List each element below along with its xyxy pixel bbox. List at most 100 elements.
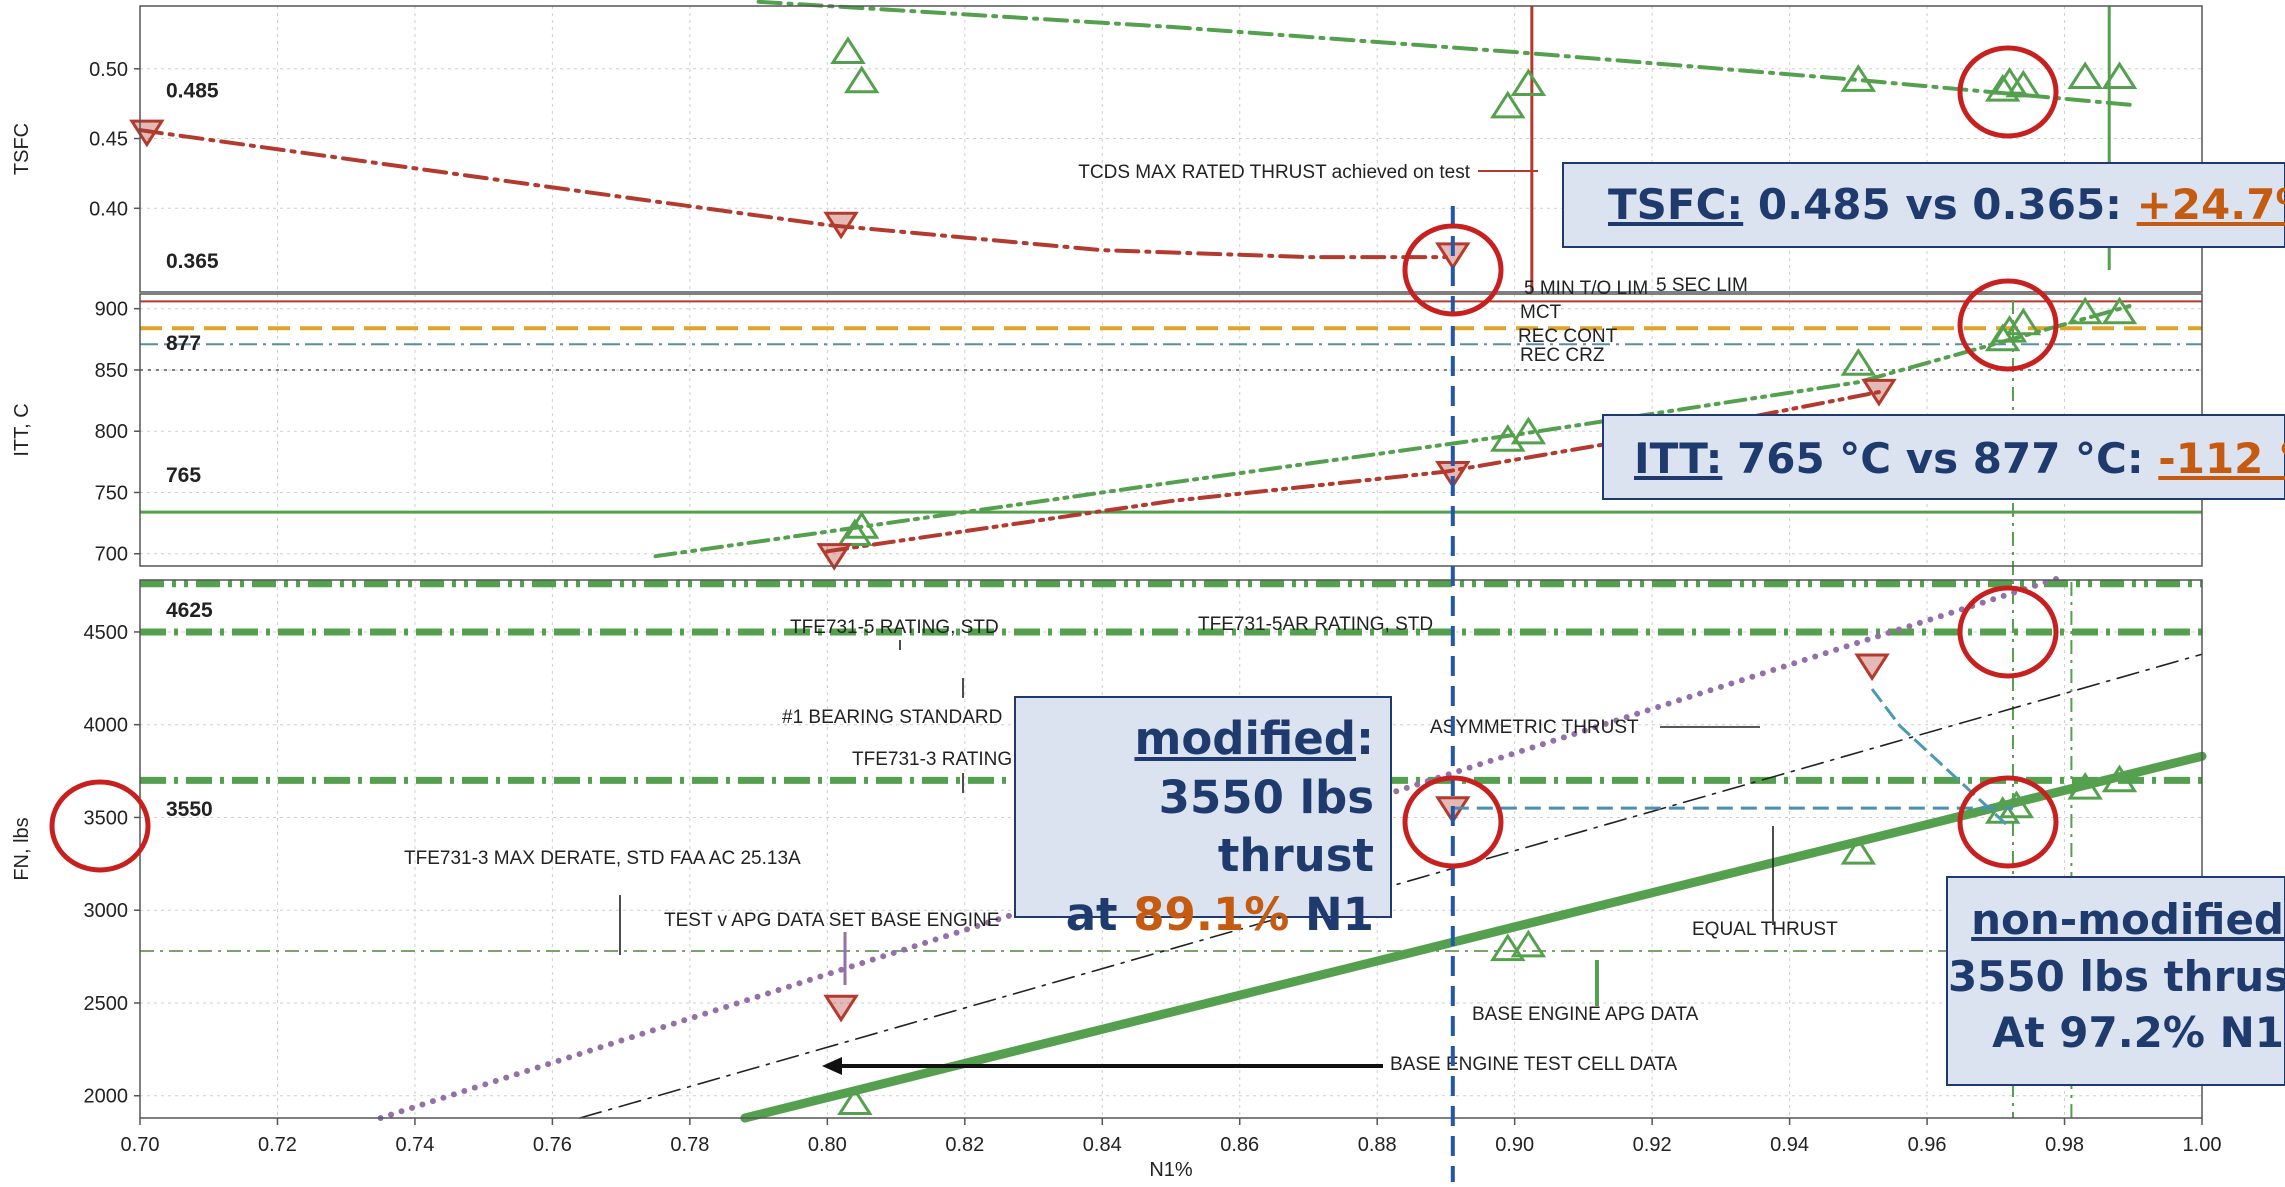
tsfc-callout-text: 0.485 vs 0.365:	[1743, 180, 2137, 229]
annotation-bearing: #1 BEARING STANDARD	[782, 707, 1002, 728]
limit-label-rec-cont: REC CONT	[1518, 326, 1618, 347]
series-tsfc-0	[756, 0, 2136, 108]
non-modified-callout-n1: At 97.2% N1	[1992, 1008, 2284, 1058]
panel-frame-tsfc	[139, 5, 2203, 293]
x-tick-label: 0.90	[1495, 1134, 1534, 1156]
marker-up-itt	[1991, 314, 2028, 343]
x-tick-label: 0.80	[808, 1134, 847, 1156]
highlight-circle-fn-top	[1957, 585, 2059, 679]
series-fn-1	[377, 573, 2068, 1121]
marker-up-fn	[837, 1087, 873, 1116]
annotation-tfe731-3: TFE731-3 RATING	[852, 749, 1012, 770]
y-tick-label: 750	[95, 482, 128, 504]
annotation-base-test-cell: BASE ENGINE TEST CELL DATA	[1390, 1054, 1678, 1075]
highlight-circle-fn-base	[1957, 775, 2059, 869]
highlight-circle-tsfc-mod	[1402, 223, 1504, 317]
arrow-head-test-cell	[822, 1057, 842, 1075]
limit-label-5min: 5 MIN T/O LIM	[1524, 278, 1648, 299]
marker-up-fn	[1840, 836, 1877, 865]
annotation-tfe731-5ar: TFE731-5AR RATING, STD	[1198, 614, 1433, 635]
marker-up-tsfc	[843, 65, 880, 94]
value-label-fn-0: 4625	[166, 599, 213, 622]
value-label-tsfc-0: 0.485	[166, 80, 219, 103]
marker-up-tsfc	[1840, 64, 1877, 92]
modified-callout-n1-value: 89.1%	[1133, 887, 1290, 941]
x-tick-label: 0.88	[1358, 1134, 1397, 1156]
non-modified-callout-thrust: 3550 lbs thrust	[1948, 951, 2285, 1001]
annotation-tfe731-5: TFE731-5 RATING, STD	[790, 617, 999, 638]
series-tsfc-1	[138, 128, 1448, 260]
marker-up-tsfc	[2101, 61, 2138, 90]
marker-down-itt	[1861, 378, 1897, 407]
highlight-circle-tsfc-base	[1957, 45, 2059, 139]
marker-up-fn	[1998, 790, 2035, 819]
y-tick-label: 0.40	[89, 198, 128, 220]
marker-up-tsfc	[1490, 90, 1526, 119]
tsfc-callout-value: +24.7%	[2136, 180, 2285, 229]
y-tick-label: 850	[95, 360, 128, 382]
marker-up-itt	[1840, 348, 1877, 376]
itt-callout-value: -112 °C	[2158, 434, 2285, 483]
highlight-circle-itt-base	[1957, 278, 2059, 372]
marker-down-itt	[816, 543, 852, 571]
x-tick-label: 0.94	[1770, 1134, 1809, 1156]
marker-up-tsfc	[830, 36, 866, 64]
highlight-circle-fn-mod	[1402, 775, 1504, 869]
marker-up-itt	[837, 518, 873, 547]
y-tick-label: 800	[95, 421, 128, 443]
series-fn-2	[579, 653, 2203, 1119]
marker-down-fn	[823, 994, 859, 1023]
y-tick-label: 4500	[84, 622, 129, 644]
modified-callout: modified: 3550 lbs thrust at 89.1% N1	[1014, 696, 1392, 941]
modified-callout-thrust: 3550 lbs thrust	[1158, 770, 1374, 883]
x-tick-label: 0.92	[1633, 1134, 1672, 1156]
marker-up-fn	[2101, 764, 2138, 793]
annotation-base-apg: BASE ENGINE APG DATA	[1472, 1004, 1699, 1025]
modified-callout-at: at	[1065, 887, 1134, 941]
y-tick-label: 0.50	[89, 59, 128, 81]
y-tick-label: 2000	[84, 1086, 129, 1108]
marker-down-tsfc	[823, 211, 859, 240]
marker-up-itt	[1510, 416, 1547, 445]
modified-callout-n1-unit: N1	[1289, 887, 1374, 941]
x-tick-label: 0.74	[395, 1134, 434, 1156]
y-tick-label: 0.45	[89, 129, 128, 151]
marker-up-tsfc	[1510, 68, 1547, 97]
limit-label-5sec: 5 SEC LIM	[1656, 275, 1748, 296]
x-axis-title: N1%	[1149, 1159, 1193, 1181]
value-label-itt-1: 765	[166, 464, 201, 487]
annotation-test-v-apg: TEST v APG DATA SET BASE ENGINE	[664, 910, 999, 931]
annotation-asymmetric: ASYMMETRIC THRUST	[1430, 717, 1639, 738]
highlight-circles-layer	[49, 45, 2059, 1182]
x-tick-label: 0.70	[121, 1134, 160, 1156]
y-axis-title-itt: ITT, C	[11, 403, 33, 456]
x-tick-label: 0.86	[1220, 1134, 1259, 1156]
marker-down-fn	[1854, 653, 1890, 682]
asymmetric-connector	[1870, 688, 2008, 826]
marker-up-itt	[2067, 296, 2103, 325]
non-modified-callout: non-modified 3550 lbs thrust At 97.2% N1	[1946, 876, 2285, 1086]
annotations-layer: 0.485 0.365 877 765 4625 3550 TCDS MAX RATED T…	[166, 80, 2013, 1075]
x-tick-label: 0.98	[2045, 1134, 2084, 1156]
y-tick-label: 4000	[84, 715, 129, 737]
axes-layer: 0.50 0.45 0.40 TSFC 900 850 800 750 700 ITT, C 450…	[11, 5, 2222, 1181]
annotation-tcds-max: TCDS MAX RATED THRUST achieved on test	[1078, 162, 1470, 183]
tsfc-callout-label: TSFC:	[1608, 180, 1744, 229]
value-label-tsfc-1: 0.365	[166, 250, 219, 273]
marker-up-fn	[1490, 933, 1526, 962]
marker-up-tsfc	[1984, 73, 2021, 102]
y-axis-title-tsfc: TSFC	[11, 123, 33, 175]
limit-label-rec-crz: REC CRZ	[1520, 345, 1605, 366]
x-tick-label: 0.96	[1908, 1134, 1947, 1156]
marker-up-itt	[2005, 307, 2042, 336]
limit-label-mct: MCT	[1520, 302, 1562, 323]
x-tick-label: 0.72	[258, 1134, 297, 1156]
value-label-itt-0: 877	[166, 332, 201, 355]
marker-up-fn	[1510, 929, 1547, 958]
highlight-circle-3550-label	[49, 779, 151, 873]
y-tick-label: 900	[95, 299, 128, 321]
x-tick-label: 1.00	[2183, 1134, 2222, 1156]
y-axis-title-fn: FN, lbs	[11, 817, 33, 880]
y-tick-label: 3500	[84, 807, 129, 829]
annotation-equal-thrust: EQUAL THRUST	[1692, 919, 1838, 940]
